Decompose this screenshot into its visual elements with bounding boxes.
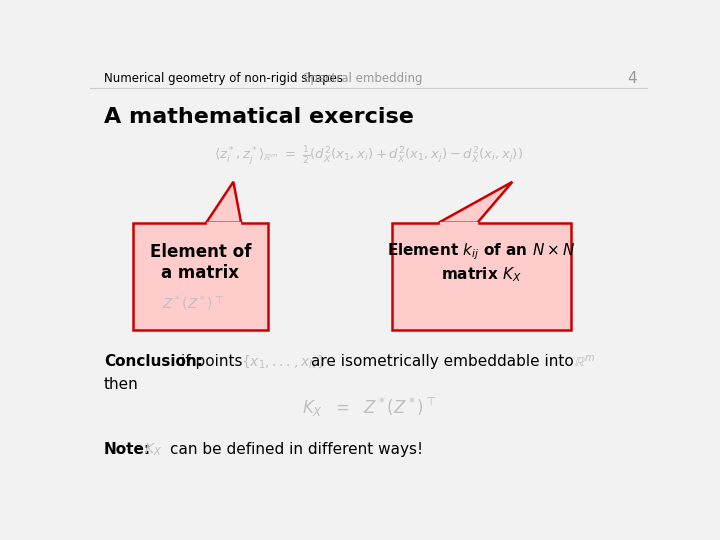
Text: $K_X$: $K_X$: [144, 442, 162, 458]
Text: Conclusion:: Conclusion:: [104, 354, 203, 368]
FancyBboxPatch shape: [392, 222, 570, 330]
Text: are isometrically embeddable into: are isometrically embeddable into: [311, 354, 574, 368]
Text: if points: if points: [181, 354, 243, 368]
Text: $\mathbb{R}^m$: $\mathbb{R}^m$: [575, 354, 595, 369]
Text: $\{x_1,...,x_N\}$: $\{x_1,...,x_N\}$: [241, 354, 325, 370]
Text: Element of: Element of: [150, 243, 251, 261]
Text: A mathematical exercise: A mathematical exercise: [104, 107, 414, 127]
Text: $K_X\ \ =\ \ Z^*(Z^*)^\top$: $K_X\ \ =\ \ Z^*(Z^*)^\top$: [302, 396, 436, 419]
Polygon shape: [206, 182, 241, 222]
Text: 4: 4: [626, 71, 636, 86]
Text: a matrix: a matrix: [161, 264, 240, 282]
Text: matrix $K_X$: matrix $K_X$: [441, 266, 522, 285]
Polygon shape: [438, 182, 513, 222]
FancyBboxPatch shape: [132, 222, 269, 330]
Text: Spectral embedding: Spectral embedding: [303, 72, 423, 85]
Bar: [207, 222, 240, 225]
Text: Note:: Note:: [104, 442, 151, 457]
Text: $Z^*(Z^*)^\top$: $Z^*(Z^*)^\top$: [162, 294, 224, 313]
Text: $\langle z_i^*, z_j^* \rangle_{\mathbb{R}^m}\ =\ \frac{1}{2}(d_X^2(x_1, x_i) + d: $\langle z_i^*, z_j^* \rangle_{\mathbb{R…: [215, 144, 523, 167]
Text: can be defined in different ways!: can be defined in different ways!: [170, 442, 423, 457]
Bar: [439, 222, 477, 225]
Text: Element $k_{ij}$ of an $N \times N$: Element $k_{ij}$ of an $N \times N$: [387, 241, 575, 262]
Text: Numerical geometry of non-rigid shapes: Numerical geometry of non-rigid shapes: [104, 72, 343, 85]
Text: then: then: [104, 377, 139, 392]
